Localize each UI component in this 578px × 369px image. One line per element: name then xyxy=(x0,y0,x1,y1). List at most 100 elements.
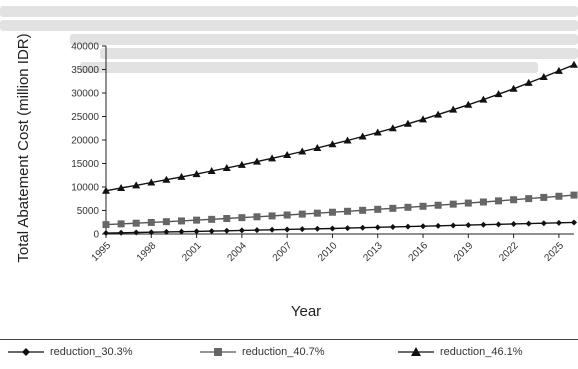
data-point xyxy=(464,100,473,108)
data-point xyxy=(495,221,502,228)
legend-marker-diamond-icon xyxy=(8,348,44,356)
series-layer xyxy=(102,60,578,237)
data-point xyxy=(359,224,366,231)
data-point xyxy=(314,225,321,232)
data-point xyxy=(283,211,291,219)
data-point xyxy=(449,105,458,113)
data-point xyxy=(193,216,201,224)
data-point xyxy=(450,222,457,229)
data-point xyxy=(177,217,185,225)
data-point xyxy=(570,191,578,199)
data-point xyxy=(464,199,472,207)
series-line-2 xyxy=(105,194,575,226)
legend-item-1: reduction_30.3% xyxy=(8,346,133,358)
data-point xyxy=(555,192,563,200)
data-point xyxy=(177,172,186,180)
data-point xyxy=(329,225,336,232)
series-line-1 xyxy=(105,221,575,234)
x-tick-label: 2022 xyxy=(497,240,521,264)
data-point xyxy=(208,228,215,235)
data-point xyxy=(223,227,230,234)
data-point xyxy=(299,226,306,233)
x-tick-label: 2016 xyxy=(407,240,431,264)
x-tick-label: 2013 xyxy=(361,240,385,264)
data-point xyxy=(374,224,381,231)
x-tick-label: 1998 xyxy=(135,240,159,264)
data-point xyxy=(162,175,171,183)
data-point xyxy=(495,197,503,205)
data-point xyxy=(344,225,351,232)
data-point xyxy=(525,195,533,203)
data-point xyxy=(147,218,155,226)
data-point xyxy=(207,167,216,175)
data-point xyxy=(253,213,261,221)
x-tick-label: 2025 xyxy=(543,240,567,264)
data-point xyxy=(465,222,472,229)
data-point xyxy=(268,154,277,162)
data-point xyxy=(162,218,170,226)
legend-marker-square-icon xyxy=(200,348,236,356)
x-tick-label: 2010 xyxy=(316,240,340,264)
y-tick-label: 5000 xyxy=(77,206,100,217)
data-point xyxy=(147,178,156,186)
data-point xyxy=(133,229,140,236)
data-point xyxy=(510,196,518,204)
y-tick-label: 25000 xyxy=(71,112,99,123)
x-axis-title: Year xyxy=(291,303,321,320)
y-tick-label: 35000 xyxy=(71,65,99,76)
data-point xyxy=(434,110,443,118)
data-point xyxy=(253,227,260,234)
legend-label-2: reduction_40.7% xyxy=(242,346,325,358)
data-point xyxy=(374,205,382,213)
data-point xyxy=(237,160,246,168)
data-point xyxy=(389,204,397,212)
data-point xyxy=(313,143,322,151)
data-point xyxy=(268,212,276,220)
data-point xyxy=(117,183,126,191)
data-point xyxy=(102,221,110,229)
data-point xyxy=(208,215,216,223)
data-point xyxy=(223,214,231,222)
y-tick-labels: 0 5000 10000 15000 20000 25000 30000 35000 40000 xyxy=(71,42,99,241)
data-point xyxy=(103,230,109,237)
data-point xyxy=(192,170,201,178)
plot-axes xyxy=(102,45,574,238)
data-point xyxy=(571,219,577,226)
data-point xyxy=(238,227,245,234)
y-tick-label: 15000 xyxy=(71,159,99,170)
data-point xyxy=(479,198,487,206)
data-point xyxy=(178,228,185,235)
y-axis-title: Total Abatement Cost (million IDR) xyxy=(15,33,32,262)
data-point xyxy=(419,202,427,210)
data-point xyxy=(163,228,170,235)
x-tick-label: 2004 xyxy=(225,240,249,264)
data-point xyxy=(404,203,412,211)
data-point xyxy=(540,193,548,201)
data-point xyxy=(148,229,155,236)
data-point xyxy=(373,128,382,136)
y-tick-label: 30000 xyxy=(71,89,99,100)
legend-item-3: reduction_46.1% xyxy=(398,346,523,358)
data-point xyxy=(222,163,231,171)
data-point xyxy=(509,84,518,92)
data-point xyxy=(510,220,517,227)
data-point xyxy=(284,226,291,233)
data-point xyxy=(435,222,442,229)
data-point xyxy=(328,140,337,148)
data-point xyxy=(389,223,396,230)
bleed-through-background xyxy=(0,0,578,73)
data-point xyxy=(524,78,533,86)
data-point xyxy=(420,223,427,230)
y-tick-label: 10000 xyxy=(71,183,99,194)
legend-item-2: reduction_40.7% xyxy=(200,346,325,358)
x-tick-label: 2019 xyxy=(452,240,476,264)
data-point xyxy=(388,124,397,132)
data-point xyxy=(358,132,367,140)
y-tick-label: 20000 xyxy=(71,136,99,147)
data-point xyxy=(404,223,411,230)
data-point xyxy=(132,181,141,189)
data-point xyxy=(479,95,488,103)
data-point xyxy=(494,90,503,98)
data-point xyxy=(283,151,292,159)
